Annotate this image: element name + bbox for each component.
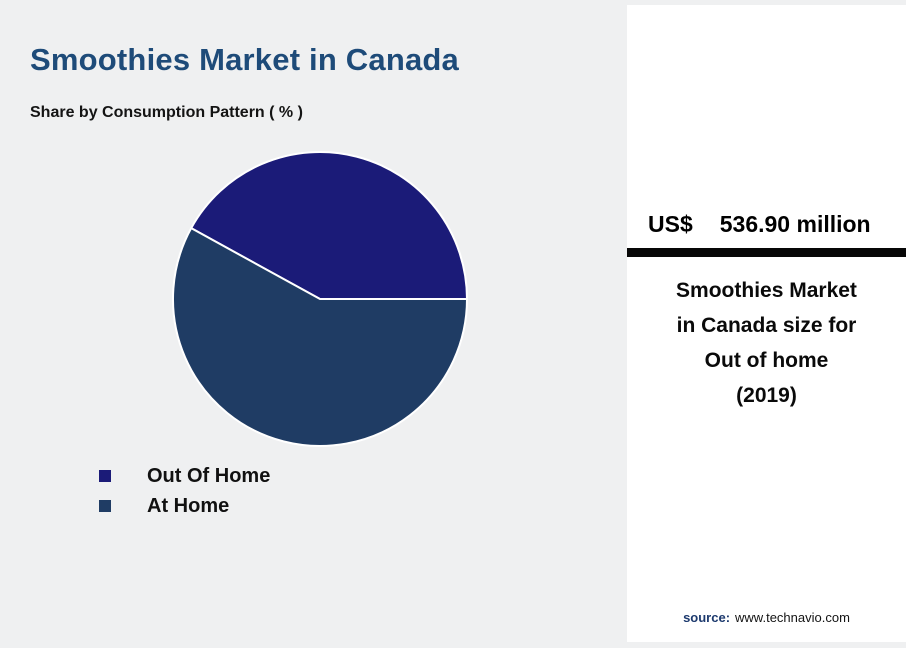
stat-description-line: Out of home (704, 349, 829, 372)
pie-chart-svg (172, 151, 468, 447)
stat-description: Smoothies Market in Canada size for Out … (627, 273, 906, 413)
legend-swatch (99, 470, 111, 482)
stat-description-line: Smoothies Market (676, 279, 857, 302)
stat-panel: US$ 536.90 million Smoothies Market in C… (627, 5, 906, 642)
source-label: source: (683, 610, 731, 625)
legend-item-out-of-home: Out Of Home (99, 461, 270, 491)
legend-item-at-home: At Home (99, 491, 270, 521)
page-title: Smoothies Market in Canada (30, 42, 459, 77)
stat-divider-bar (627, 248, 906, 257)
legend-label: Out Of Home (147, 464, 271, 487)
source-url: www.technavio.com (735, 610, 850, 625)
stat-description-line: in Canada size for (676, 314, 857, 337)
pie-slice-at-home (172, 227, 468, 447)
stat-currency: US$ (648, 211, 693, 237)
chart-legend: Out Of Home At Home (99, 461, 270, 521)
stat-value: 536.90 million (719, 211, 871, 237)
legend-label: At Home (147, 494, 230, 517)
pie-chart (170, 149, 470, 449)
legend-swatch (99, 500, 111, 512)
chart-subtitle: Share by Consumption Pattern ( % ) (30, 104, 303, 121)
pie-slice-out-of-home (190, 151, 468, 300)
stat-headline: US$ 536.90 million (627, 211, 906, 238)
source-credit: source: www.technavio.com (627, 610, 906, 625)
stat-description-line: (2019) (736, 384, 797, 407)
